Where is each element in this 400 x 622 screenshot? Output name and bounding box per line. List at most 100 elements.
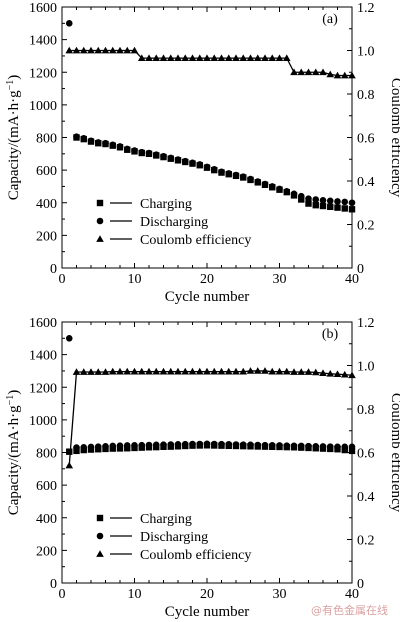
legend-marker [96,532,104,540]
data-point [73,444,80,451]
data-point [276,185,283,193]
data-point [210,54,219,61]
y2-tick-label: 1.0 [357,360,375,375]
data-point [239,441,247,448]
data-point [80,443,88,451]
data-point [131,147,138,154]
data-point [340,370,349,378]
data-point [290,442,298,450]
data-point [152,54,161,61]
data-point [166,367,175,375]
data-point [311,68,320,76]
data-point [254,178,262,185]
data-point [305,442,312,450]
data-point [80,135,88,142]
x-tick-label: 40 [345,587,359,602]
x-tick-label: 10 [128,272,142,287]
y-tick-label: 1000 [29,99,57,114]
data-point [195,54,204,61]
data-point [138,148,146,156]
data-point [72,368,81,375]
legend-marker [96,217,104,225]
data-point [297,68,306,76]
data-point [348,199,356,207]
legend-marker [96,199,104,207]
series-charging [66,442,356,455]
data-point [275,54,284,61]
data-point [79,368,88,375]
data-point [174,156,182,163]
y-tick-label: 200 [36,229,57,244]
data-point [152,151,160,158]
y-tick-label: 0 [50,577,57,592]
data-point [138,441,146,449]
legend-marker [96,235,104,242]
y-tick-label: 0 [50,262,57,277]
data-point [203,54,211,61]
data-point [247,441,254,449]
y2-axis-label: Coulomb efficiency [388,78,400,198]
y2-axis-label: Coulomb efficiency [388,393,400,513]
y-tick-label: 400 [36,197,57,212]
data-point [268,442,276,449]
data-point [319,68,327,76]
data-point [319,369,327,376]
data-point [131,442,138,449]
data-point [304,368,313,375]
x-tick-label: 30 [273,587,287,602]
y-tick-label: 1200 [29,381,57,396]
data-point [108,367,117,375]
data-point [174,367,182,375]
data-point [87,46,95,54]
x-tick-label: 20 [200,587,214,602]
data-point [123,145,131,153]
series-line [69,49,352,77]
data-point [196,161,204,168]
series-discharging [65,335,356,451]
data-point [181,440,189,448]
data-point [348,447,356,455]
data-point [203,367,211,375]
series-coulomb-efficiency [65,46,356,79]
data-point [297,368,306,375]
y2-tick-label: 0.6 [357,447,375,462]
data-point [348,371,356,379]
data-point [109,442,117,450]
y-tick-label: 1000 [29,414,57,429]
y2-tick-label: 1.2 [357,1,375,16]
data-point [130,46,139,54]
data-point [232,54,240,61]
data-point [159,54,168,61]
series-line [68,370,353,466]
data-point [253,54,262,61]
data-point [72,46,81,54]
data-point [297,442,305,450]
x-tick-label: 30 [273,272,287,287]
data-point [130,367,139,375]
legend-entry: Discharging [140,215,208,230]
data-point [225,170,233,177]
data-point [65,461,74,469]
data-point [145,149,153,157]
data-point [305,200,312,207]
legend: Charging Discharging Coulomb efficiency [96,197,251,248]
y2-tick-label: 0.8 [357,403,375,418]
legend-entry: Coulomb efficiency [140,548,251,563]
y-axis-label: Capacity/(mA·h·g−1) [5,75,23,201]
x-tick-label: 10 [128,587,142,602]
data-point [87,137,95,145]
data-point [268,367,277,375]
data-point [108,46,117,54]
data-point [282,54,291,61]
y-tick-label: 400 [36,512,57,527]
x-tick-label: 20 [200,272,214,287]
data-point [327,203,334,211]
data-point [181,54,190,61]
data-point [160,441,167,448]
data-point [210,367,219,375]
data-point [232,441,240,448]
data-point [319,202,327,210]
panel-label: (b) [322,327,339,342]
data-point [340,71,349,79]
